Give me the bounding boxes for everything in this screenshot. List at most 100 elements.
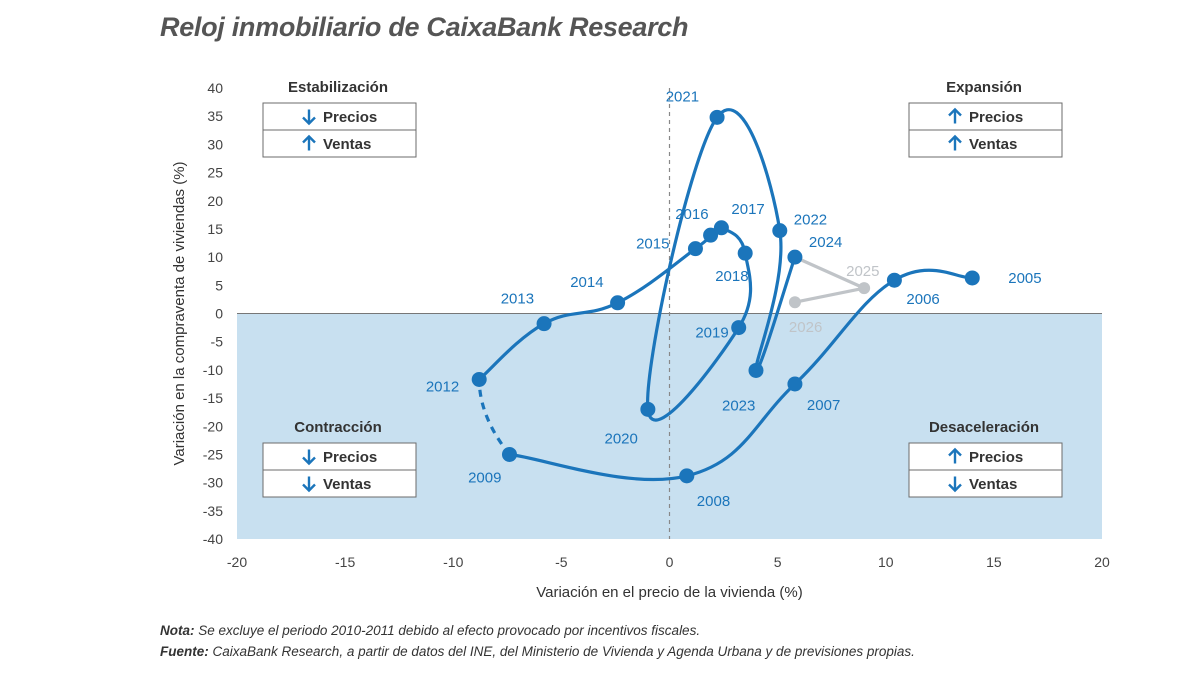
quadrant-expansion: Expansión Precios Ventas [908, 79, 1063, 158]
quadrant-estabilizacion: Estabilización Precios Ventas [262, 79, 417, 158]
y-tick-label: -20 [203, 418, 223, 434]
x-tick-label: 5 [774, 554, 782, 570]
y-tick-label: 0 [215, 306, 223, 322]
source-label: Fuente: [160, 644, 209, 659]
quadrant-title: Desaceleración [929, 419, 1039, 436]
point-2018 [737, 245, 753, 261]
x-tick-label: -15 [335, 554, 355, 570]
y-tick-label: 25 [207, 165, 223, 181]
label-2019: 2019 [695, 325, 728, 342]
quadrant-row [908, 129, 1063, 158]
chart-title: Reloj inmobiliario de CaixaBank Research [160, 12, 689, 42]
label-2007: 2007 [807, 397, 840, 414]
arrow-down-icon [302, 449, 316, 466]
y-tick-label: -30 [203, 475, 223, 491]
quadrant-row [262, 442, 417, 471]
point-2017 [713, 220, 729, 236]
label-2015: 2015 [636, 236, 669, 253]
quadrant-row [908, 102, 1063, 131]
point-2024 [787, 249, 803, 265]
point-2020 [640, 401, 656, 417]
arrow-down-icon [302, 109, 316, 126]
point-2021 [709, 109, 725, 125]
point-2023 [748, 362, 764, 378]
x-tick-label: 15 [986, 554, 1002, 570]
point-2016 [703, 227, 719, 243]
quadrant-row-label: Precios [969, 449, 1023, 466]
quadrant-row [908, 442, 1063, 471]
quadrant-title: Expansión [946, 79, 1022, 96]
arrow-head [948, 483, 962, 493]
arrow-up-icon [948, 107, 962, 124]
label-2005: 2005 [1008, 270, 1041, 287]
y-tick-label: -5 [211, 334, 224, 350]
source-text: CaixaBank Research, a partir de datos de… [208, 644, 915, 659]
y-tick-label: 5 [215, 277, 223, 293]
series-line-2005-2009 [507, 268, 974, 482]
point-labels: 2005 2006 2007 2008 2009 2012 2013 2014 2015 2016… [426, 88, 1042, 510]
x-axis-label: Variación en el precio de la vivienda (%… [536, 584, 803, 601]
series-line-2012-2024 [477, 108, 797, 422]
point-2022 [772, 223, 788, 239]
x-tick-label: -5 [555, 554, 568, 570]
point-2015 [687, 241, 703, 257]
arrow-head [302, 456, 316, 466]
label-2018: 2018 [715, 268, 748, 285]
y-tick-label: -15 [203, 390, 223, 406]
quadrant-row [262, 469, 417, 498]
y-tick-label: -35 [203, 503, 223, 519]
arrow-head [302, 483, 316, 493]
series-points [471, 109, 980, 484]
label-2017: 2017 [731, 201, 764, 218]
point-2007 [787, 376, 803, 392]
quadrant-legends: Estabilización Precios Ventas Expansión Prec… [262, 79, 1063, 498]
quadrant-row-label: Precios [323, 449, 377, 466]
arrow-head [302, 134, 316, 144]
quadrant-row-label: Ventas [969, 476, 1017, 493]
x-tick-label: -10 [443, 554, 463, 570]
label-2008: 2008 [697, 493, 730, 510]
label-2014: 2014 [570, 274, 603, 291]
x-tick-label: 10 [878, 554, 894, 570]
arrow-head [948, 107, 962, 117]
x-tick-label: -20 [227, 554, 247, 570]
arrow-up-icon [948, 134, 962, 151]
quadrant-title: Estabilización [288, 79, 388, 96]
note-line: Nota: Se excluye el periodo 2010-2011 de… [160, 620, 915, 641]
quadrant-title: Contracción [294, 419, 382, 436]
arrow-up-icon [948, 447, 962, 464]
label-2023: 2023 [722, 397, 755, 414]
label-2006: 2006 [906, 291, 939, 308]
label-2013: 2013 [501, 291, 534, 308]
quadrant-row-label: Ventas [969, 136, 1017, 153]
quadrant-contraccion: Contracción Precios Ventas [262, 419, 417, 498]
label-2020: 2020 [605, 430, 638, 447]
y-tick-label: 35 [207, 108, 223, 124]
y-tick-label: 40 [207, 80, 223, 96]
point-2012 [471, 371, 487, 387]
quadrant-row-label: Ventas [323, 136, 371, 153]
quadrant-row-label: Precios [323, 109, 377, 126]
quadrant-row [262, 129, 417, 158]
label-2024: 2024 [809, 234, 842, 251]
source-line: Fuente: CaixaBank Research, a partir de … [160, 641, 915, 662]
arrow-head [302, 116, 316, 126]
point-2008 [679, 468, 695, 484]
arrow-head [948, 134, 962, 144]
note-label: Nota: [160, 623, 195, 638]
point-2014 [610, 295, 626, 311]
x-tick-label: 20 [1094, 554, 1110, 570]
label-2016: 2016 [675, 206, 708, 223]
point-2005 [964, 270, 980, 286]
y-tick-label: 15 [207, 221, 223, 237]
y-tick-label: 30 [207, 136, 223, 152]
series-gap-dashed [477, 379, 511, 456]
y-tick-label: -40 [203, 531, 223, 547]
label-2025: 2025 [846, 263, 879, 280]
y-tick-label: -10 [203, 362, 223, 378]
notes: Nota: Se excluye el periodo 2010-2011 de… [160, 620, 915, 662]
axes: 4035302520151050-5-10-15-20-25-30-35-40-… [203, 80, 1110, 570]
y-tick-label: 10 [207, 249, 223, 265]
forecast-point-2025 [858, 282, 871, 295]
quadrant-row-label: Precios [969, 109, 1023, 126]
